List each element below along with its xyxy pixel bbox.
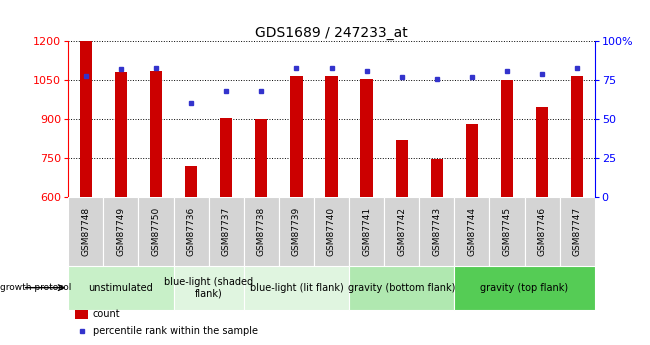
Text: growth protocol: growth protocol: [0, 283, 72, 292]
Bar: [138, 197, 174, 266]
Bar: [571, 76, 583, 197]
Bar: [115, 72, 127, 197]
Text: unstimulated: unstimulated: [88, 283, 153, 293]
Bar: [103, 197, 138, 266]
Bar: [536, 107, 548, 197]
Bar: [384, 197, 419, 266]
Text: blue-light (lit flank): blue-light (lit flank): [250, 283, 343, 293]
Text: GSM87736: GSM87736: [187, 207, 196, 256]
Text: gravity (top flank): gravity (top flank): [480, 283, 569, 293]
Bar: [68, 197, 103, 266]
Text: blue-light (shaded
flank): blue-light (shaded flank): [164, 277, 254, 298]
Bar: [525, 197, 560, 266]
Bar: [174, 197, 209, 266]
Bar: [185, 166, 197, 197]
Text: gravity (bottom flank): gravity (bottom flank): [348, 283, 456, 293]
Bar: [431, 159, 443, 197]
Bar: [291, 76, 302, 197]
Text: percentile rank within the sample: percentile rank within the sample: [93, 326, 258, 336]
Text: GSM87747: GSM87747: [573, 207, 582, 256]
Bar: [244, 266, 349, 310]
Bar: [174, 266, 244, 310]
Text: GSM87744: GSM87744: [467, 207, 476, 256]
Text: GSM87740: GSM87740: [327, 207, 336, 256]
Text: GSM87738: GSM87738: [257, 207, 266, 256]
Text: GSM87746: GSM87746: [538, 207, 547, 256]
Text: count: count: [93, 309, 120, 319]
Bar: [489, 197, 525, 266]
Bar: [80, 41, 92, 197]
Text: GSM87745: GSM87745: [502, 207, 512, 256]
Text: GSM87742: GSM87742: [397, 207, 406, 256]
Bar: [255, 119, 267, 197]
Bar: [244, 197, 279, 266]
Text: GSM87748: GSM87748: [81, 207, 90, 256]
Text: GSM87749: GSM87749: [116, 207, 125, 256]
Bar: [75, 310, 88, 319]
Bar: [396, 140, 408, 197]
Bar: [279, 197, 314, 266]
Bar: [501, 80, 513, 197]
Bar: [68, 266, 174, 310]
Bar: [419, 197, 454, 266]
Bar: [314, 197, 349, 266]
Title: GDS1689 / 247233_at: GDS1689 / 247233_at: [255, 26, 408, 40]
Bar: [361, 79, 372, 197]
Bar: [454, 266, 595, 310]
Text: GSM87750: GSM87750: [151, 207, 161, 256]
Bar: [560, 197, 595, 266]
Bar: [150, 71, 162, 197]
Text: GSM87739: GSM87739: [292, 207, 301, 256]
Bar: [209, 197, 244, 266]
Bar: [349, 197, 384, 266]
Text: GSM87741: GSM87741: [362, 207, 371, 256]
Bar: [220, 118, 232, 197]
Bar: [349, 266, 454, 310]
Text: GSM87737: GSM87737: [222, 207, 231, 256]
Text: GSM87743: GSM87743: [432, 207, 441, 256]
Bar: [454, 197, 489, 266]
Bar: [466, 124, 478, 197]
Bar: [326, 76, 337, 197]
